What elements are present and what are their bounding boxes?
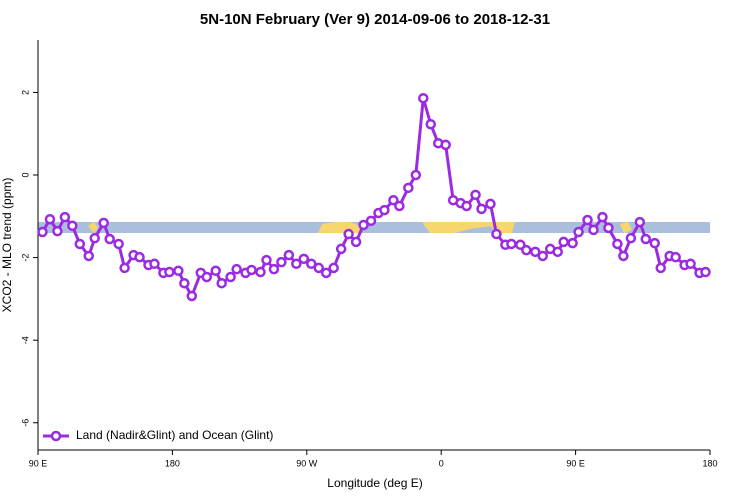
- y-tick-label: -2: [20, 254, 30, 262]
- data-point: [685, 258, 696, 270]
- data-point: [440, 139, 451, 151]
- data-point: [74, 238, 86, 250]
- data-point: [179, 277, 190, 289]
- data-point: [365, 215, 377, 227]
- data-point: [37, 226, 48, 238]
- data-point: [59, 211, 71, 223]
- data-point: [582, 214, 593, 226]
- data-point: [210, 265, 221, 277]
- data-point: [470, 189, 481, 201]
- data-point: [173, 265, 184, 277]
- data-point: [216, 277, 227, 289]
- data-point: [640, 233, 652, 245]
- data-point: [255, 266, 266, 278]
- data-point: [537, 250, 548, 262]
- data-point: [225, 271, 236, 283]
- data-point: [134, 251, 145, 263]
- legend-marker: [50, 430, 62, 442]
- data-point: [425, 118, 436, 130]
- data-point: [358, 219, 369, 231]
- data-point: [403, 182, 414, 194]
- data-point: [44, 213, 56, 225]
- chart-title: 5N-10N February (Ver 9) 2014-09-06 to 20…: [200, 11, 550, 28]
- data-point: [350, 236, 362, 248]
- data-point: [231, 263, 242, 275]
- data-point: [343, 228, 354, 240]
- data-point: [476, 203, 487, 215]
- land-ocean-band: [38, 222, 710, 233]
- data-point: [306, 258, 317, 270]
- data-point: [530, 246, 541, 258]
- x-tick-label: 0: [439, 458, 444, 468]
- data-point: [328, 262, 339, 274]
- data-point: [276, 256, 287, 268]
- data-point: [567, 237, 578, 249]
- data-point: [618, 250, 629, 262]
- data-point: [388, 194, 399, 206]
- data-point: [335, 243, 347, 255]
- x-tick-label: 90 E: [29, 458, 48, 468]
- data-point: [113, 238, 124, 250]
- data-point: [291, 258, 302, 270]
- data-point: [104, 233, 115, 245]
- data-point: [603, 222, 614, 234]
- data-point: [394, 200, 405, 212]
- data-point: [268, 263, 280, 275]
- data-point: [186, 290, 198, 302]
- data-point: [521, 244, 532, 256]
- data-point: [485, 198, 496, 210]
- data-point: [573, 226, 584, 238]
- legend-label: Land (Nadir&Glint) and Ocean (Glint): [76, 428, 273, 442]
- data-point: [379, 204, 390, 216]
- data-point: [552, 246, 563, 258]
- y-tick-label: -4: [20, 336, 30, 344]
- data-point: [83, 250, 95, 262]
- y-axis-label: XCO2 - MLO trend (ppm): [0, 178, 14, 313]
- data-point: [261, 254, 272, 266]
- data-point: [655, 262, 666, 274]
- data-point: [625, 232, 637, 244]
- data-point: [612, 238, 623, 250]
- data-point: [298, 253, 310, 265]
- data-point: [313, 262, 324, 274]
- data-point: [52, 225, 63, 237]
- y-tick-label: 2: [20, 90, 30, 95]
- data-point: [164, 266, 175, 278]
- x-tick-label: 90 E: [566, 458, 585, 468]
- data-point: [670, 251, 681, 263]
- x-axis-label: Longitude (deg E): [327, 476, 422, 490]
- data-point: [588, 224, 599, 236]
- y-tick-label: 0: [20, 173, 30, 178]
- data-point: [149, 258, 160, 270]
- data-point: [67, 220, 78, 232]
- x-tick-label: 90 W: [296, 458, 318, 468]
- data-point: [558, 236, 569, 248]
- data-point: [246, 264, 257, 276]
- data-point: [418, 92, 429, 104]
- x-tick-label: 180: [702, 458, 717, 468]
- data-point: [320, 267, 332, 279]
- data-point: [491, 228, 502, 240]
- data-point: [201, 271, 212, 283]
- data-point: [98, 217, 109, 229]
- data-point: [283, 249, 295, 261]
- data-point: [700, 266, 711, 278]
- data-line: [41, 96, 706, 298]
- data-point: [119, 262, 130, 274]
- data-point: [506, 238, 517, 250]
- data-point: [649, 237, 660, 249]
- data-point: [597, 211, 608, 223]
- data-point: [634, 216, 646, 228]
- data-point: [89, 232, 100, 244]
- x-tick-label: 180: [165, 458, 180, 468]
- data-point: [461, 200, 472, 212]
- y-tick-label: -6: [20, 419, 30, 427]
- data-point: [410, 169, 422, 181]
